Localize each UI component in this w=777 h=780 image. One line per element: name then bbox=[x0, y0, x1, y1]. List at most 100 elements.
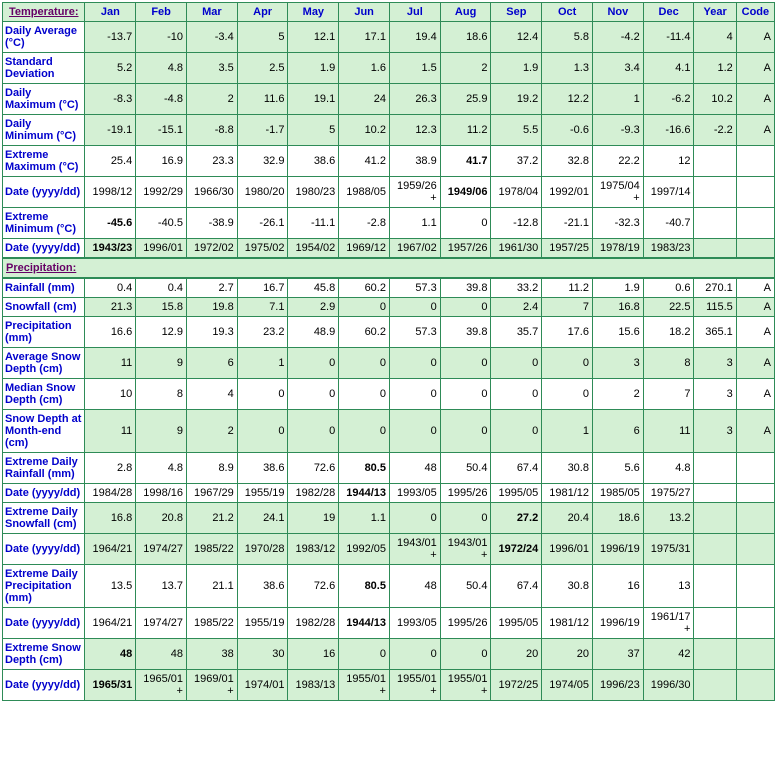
row-label: Average Snow Depth (cm) bbox=[3, 348, 85, 379]
cell: 4.8 bbox=[136, 53, 187, 84]
cell: 0 bbox=[237, 379, 288, 410]
cell: A bbox=[736, 84, 774, 115]
cell: 0.6 bbox=[643, 278, 694, 298]
cell: 38.6 bbox=[237, 565, 288, 608]
cell: 1985/22 bbox=[186, 608, 237, 639]
cell: 38.9 bbox=[389, 146, 440, 177]
cell: 3 bbox=[592, 348, 643, 379]
cell: 1974/05 bbox=[542, 670, 593, 701]
row-daily_avg: Daily Average (°C)-13.7-10-3.4512.117.11… bbox=[3, 22, 775, 53]
cell: 1996/19 bbox=[592, 608, 643, 639]
cell: -9.3 bbox=[592, 115, 643, 146]
cell: 10.2 bbox=[339, 115, 390, 146]
cell: 9 bbox=[136, 348, 187, 379]
cell bbox=[694, 565, 736, 608]
cell: 72.6 bbox=[288, 453, 339, 484]
cell bbox=[736, 608, 774, 639]
cell: 30.8 bbox=[542, 565, 593, 608]
cell: 0 bbox=[389, 503, 440, 534]
cell: 2 bbox=[592, 379, 643, 410]
cell: 25.4 bbox=[85, 146, 136, 177]
cell: A bbox=[736, 22, 774, 53]
cell: -10 bbox=[136, 22, 187, 53]
cell: 2 bbox=[186, 410, 237, 453]
col-sep: Sep bbox=[491, 3, 542, 22]
cell: 1970/28 bbox=[237, 534, 288, 565]
row-ext_min_date: Date (yyyy/dd)1943/231996/011972/021975/… bbox=[3, 239, 775, 259]
cell: 8 bbox=[136, 379, 187, 410]
cell: 48 bbox=[389, 565, 440, 608]
cell: 0 bbox=[339, 639, 390, 670]
cell: 11.2 bbox=[440, 115, 491, 146]
section-precipitation: Precipitation: bbox=[3, 258, 775, 278]
cell: 8 bbox=[643, 348, 694, 379]
cell: 19.1 bbox=[288, 84, 339, 115]
cell: 1996/19 bbox=[592, 534, 643, 565]
cell: 1965/31 bbox=[85, 670, 136, 701]
cell: 19.8 bbox=[186, 298, 237, 317]
cell: 1957/25 bbox=[542, 239, 593, 259]
cell bbox=[736, 146, 774, 177]
cell: 1993/05 bbox=[389, 484, 440, 503]
cell: 365.1 bbox=[694, 317, 736, 348]
cell: 72.6 bbox=[288, 565, 339, 608]
cell: 80.5 bbox=[339, 453, 390, 484]
cell: 1943/23 bbox=[85, 239, 136, 259]
cell: 11 bbox=[85, 410, 136, 453]
cell: 7.1 bbox=[237, 298, 288, 317]
cell: 41.2 bbox=[339, 146, 390, 177]
precipitation-body: Rainfall (mm)0.40.42.716.745.860.257.339… bbox=[3, 278, 775, 701]
row-ext_prec: Extreme Daily Precipitation (mm)13.513.7… bbox=[3, 565, 775, 608]
cell: 0 bbox=[491, 348, 542, 379]
cell: -0.6 bbox=[542, 115, 593, 146]
cell: 1.9 bbox=[491, 53, 542, 84]
col-jan: Jan bbox=[85, 3, 136, 22]
cell bbox=[694, 503, 736, 534]
cell: 10.2 bbox=[694, 84, 736, 115]
cell: 1966/30 bbox=[186, 177, 237, 208]
cell: 0.4 bbox=[136, 278, 187, 298]
cell: 1944/13 bbox=[339, 484, 390, 503]
row-ext_max: Extreme Maximum (°C)25.416.923.332.938.6… bbox=[3, 146, 775, 177]
cell: -21.1 bbox=[542, 208, 593, 239]
row-ext_max_date: Date (yyyy/dd)1998/121992/291966/301980/… bbox=[3, 177, 775, 208]
cell: 1995/05 bbox=[491, 484, 542, 503]
cell: 3 bbox=[694, 379, 736, 410]
cell: 16.6 bbox=[85, 317, 136, 348]
cell: 1998/16 bbox=[136, 484, 187, 503]
cell: 115.5 bbox=[694, 298, 736, 317]
cell: 39.8 bbox=[440, 278, 491, 298]
cell: 4 bbox=[186, 379, 237, 410]
row-daily_min: Daily Minimum (°C)-19.1-15.1-8.8-1.7510.… bbox=[3, 115, 775, 146]
cell: 1996/23 bbox=[592, 670, 643, 701]
cell: 12 bbox=[643, 146, 694, 177]
cell bbox=[736, 177, 774, 208]
cell: -40.7 bbox=[643, 208, 694, 239]
cell: 1992/01 bbox=[542, 177, 593, 208]
cell: 35.7 bbox=[491, 317, 542, 348]
cell: 16.7 bbox=[237, 278, 288, 298]
cell: 16.8 bbox=[592, 298, 643, 317]
col-year: Year bbox=[694, 3, 736, 22]
col-mar: Mar bbox=[186, 3, 237, 22]
cell: 15.8 bbox=[136, 298, 187, 317]
cell bbox=[694, 208, 736, 239]
cell: 1981/12 bbox=[542, 484, 593, 503]
cell: 19.2 bbox=[491, 84, 542, 115]
row-label: Date (yyyy/dd) bbox=[3, 484, 85, 503]
cell: 1 bbox=[237, 348, 288, 379]
cell: -4.2 bbox=[592, 22, 643, 53]
cell: 1983/23 bbox=[643, 239, 694, 259]
cell: 3.4 bbox=[592, 53, 643, 84]
cell: 17.6 bbox=[542, 317, 593, 348]
cell: 1.1 bbox=[389, 208, 440, 239]
cell: 3 bbox=[694, 410, 736, 453]
cell: 0 bbox=[339, 379, 390, 410]
cell: 0 bbox=[389, 379, 440, 410]
temperature-body: Daily Average (°C)-13.7-10-3.4512.117.11… bbox=[3, 22, 775, 259]
cell: 0.4 bbox=[85, 278, 136, 298]
cell: 0 bbox=[440, 503, 491, 534]
cell: -32.3 bbox=[592, 208, 643, 239]
row-ext_rain_d: Date (yyyy/dd)1984/281998/161967/291955/… bbox=[3, 484, 775, 503]
cell: 33.2 bbox=[491, 278, 542, 298]
